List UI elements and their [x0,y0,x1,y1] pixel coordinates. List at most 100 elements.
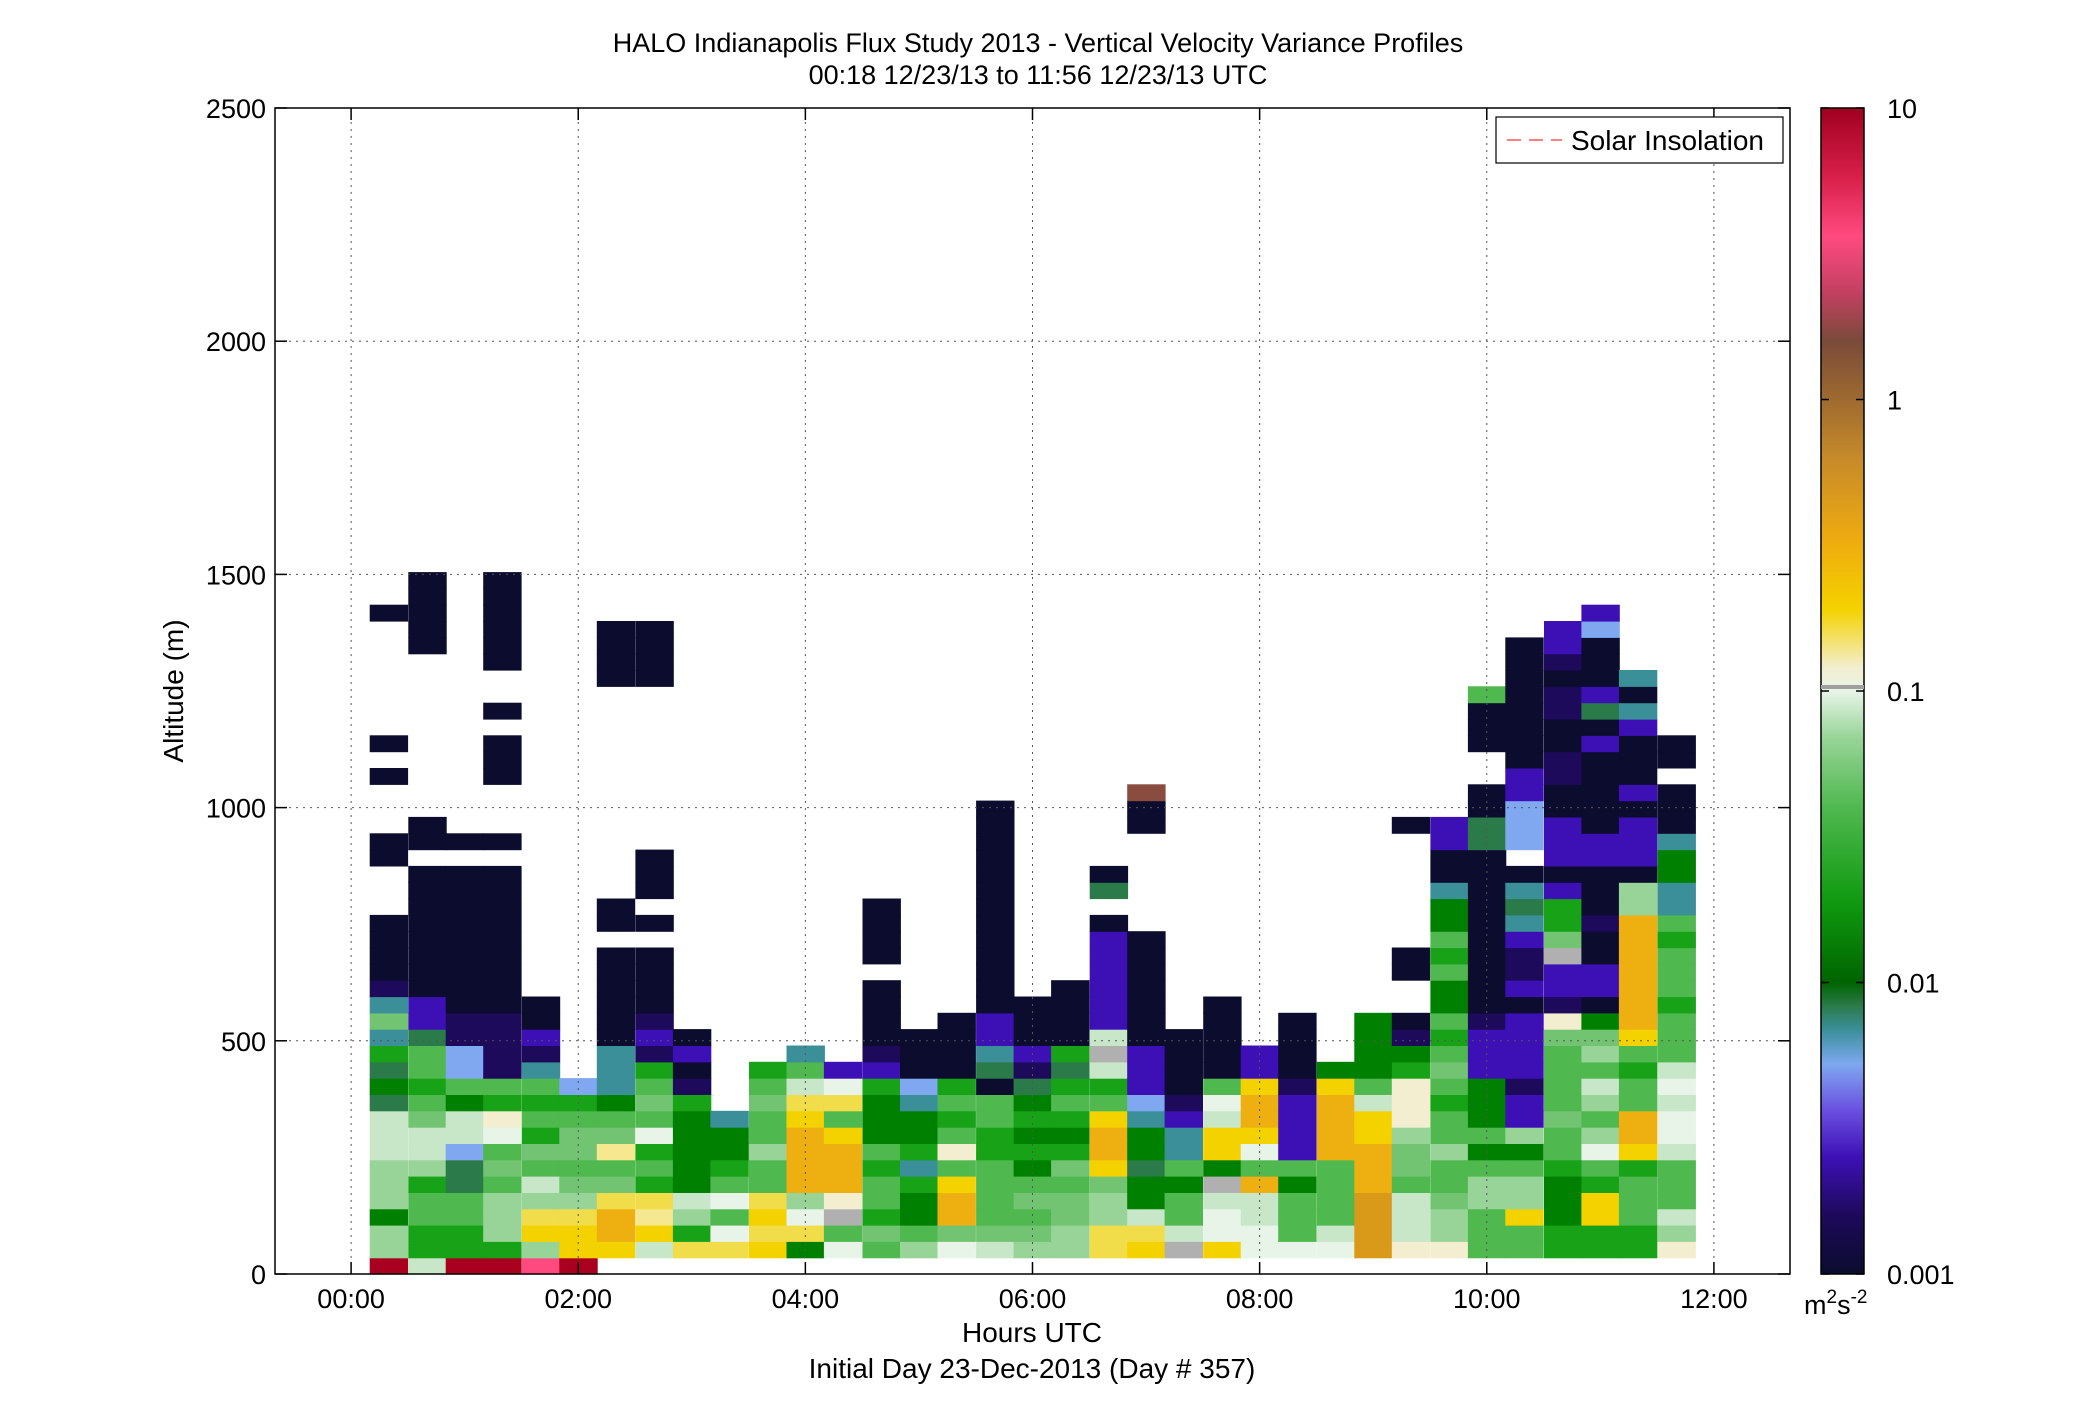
heatmap-cell [1240,1159,1280,1177]
heatmap-cell [672,1192,712,1210]
heatmap-cell [1430,865,1469,883]
heatmap-cell [1430,1176,1469,1193]
heatmap-cell [521,1061,561,1079]
heatmap-cell [635,996,674,1014]
heatmap-cell [1505,996,1544,1014]
heatmap-cell [635,1241,674,1259]
heatmap-cell [1657,1078,1696,1095]
legend-box [1495,116,1784,164]
heatmap-cell [1581,768,1620,785]
heatmap-cell [445,1127,485,1144]
heatmap-cell [1203,1012,1242,1030]
heatmap-cell [1430,1241,1469,1259]
heatmap-cell [635,621,674,638]
heatmap-cell [408,980,447,998]
heatmap-cell [1467,865,1507,883]
heatmap-cell [483,653,522,671]
heatmap-cell [408,1012,447,1030]
heatmap-cell [483,572,522,589]
heatmap-cell [1240,1078,1280,1095]
heatmap-cell [1581,882,1620,900]
heatmap-cell [1278,1012,1317,1030]
heatmap-cell [1316,1208,1356,1226]
heatmap-cell [483,963,522,981]
heatmap-cell [862,947,901,965]
heatmap-cell [1544,833,1583,851]
heatmap-cell [408,1241,447,1259]
y-tick-labels: 0 500 1000 1500 2000 2500 [206,94,266,1290]
heatmap-cell [710,1176,749,1193]
heatmap-cell [976,865,1015,883]
heatmap-cell [1505,1127,1544,1144]
heatmap-cell [823,1208,863,1226]
heatmap-cell [1505,768,1544,785]
heatmap-cell [369,963,409,981]
heatmap-cell [1618,1127,1658,1144]
heatmap-cell [1278,1241,1317,1259]
heatmap-cell [1089,865,1129,883]
heatmap-cell [862,1241,901,1259]
heatmap-cell [559,1159,598,1177]
heatmap-cell [976,914,1015,932]
heatmap-cell [1657,865,1696,883]
heatmap-cell [1051,1225,1090,1242]
heatmap-cell [1278,1192,1317,1210]
heatmap-cell [1544,686,1583,704]
heatmap-cell [862,1029,901,1046]
heatmap-cell [445,914,485,932]
heatmap-cell [521,1127,561,1144]
heatmap-cell [1089,1045,1129,1063]
heatmap-cell [1391,1127,1431,1144]
heatmap-cell [1430,1078,1469,1095]
heatmap-cell [900,1061,939,1079]
heatmap-cell [1618,719,1658,736]
heatmap-cell [1618,1078,1658,1095]
heatmap-cell [672,1241,712,1259]
heatmap-cell [408,1225,447,1242]
heatmap-cell [900,1159,939,1177]
heatmap-cell [596,653,636,671]
heatmap-cell [862,914,901,932]
heatmap-cell [521,1241,561,1259]
heatmap-cell [1618,865,1658,883]
heatmap-cell [408,572,447,589]
heatmap-cell [1657,963,1696,981]
heatmap-cell [1316,1176,1356,1193]
heatmap-cell [786,1110,825,1128]
heatmap-cell [1544,963,1583,981]
heatmap-cell [1657,1176,1696,1193]
heatmap-cell [1013,1208,1052,1226]
heatmap-cell [823,1110,863,1128]
heatmap-cell [1657,1045,1696,1063]
heatmap-cell [1089,1061,1129,1079]
heatmap-cell [1127,1012,1166,1030]
heatmap-cell [1581,816,1620,834]
heatmap-cell [1618,702,1658,720]
heatmap-cell [483,833,522,851]
heatmap-cell [1089,1241,1129,1259]
heatmap-cell [1316,1061,1356,1079]
heatmap-cell [408,1143,447,1161]
heatmap-cell [1051,1012,1090,1030]
heatmap-cell [445,1012,485,1030]
heatmap-cell [596,1061,636,1079]
heatmap-cell [672,1176,712,1193]
heatmap-cell [862,1127,901,1144]
heatmap-cell [823,1192,863,1210]
heatmap-cell [976,1045,1015,1063]
colorbar-tick-label: 0.01 [1887,969,1940,999]
heatmap-cell [1013,1159,1052,1177]
heatmap-cell [1618,1143,1658,1161]
heatmap-cell [1544,849,1583,867]
heatmap-cell [1657,1094,1696,1112]
heatmap-cell [1505,931,1544,949]
heatmap-cell [1430,849,1469,867]
heatmap-cell [1505,800,1544,818]
heatmap-cell [1127,1176,1166,1193]
heatmap-cell [1164,1127,1203,1144]
heatmap-cell [1354,1078,1393,1095]
heatmap-cell [1203,1208,1242,1226]
heatmap-cell [862,1176,901,1193]
heatmap-cell [445,1029,485,1046]
heatmap-cell [1581,653,1620,671]
